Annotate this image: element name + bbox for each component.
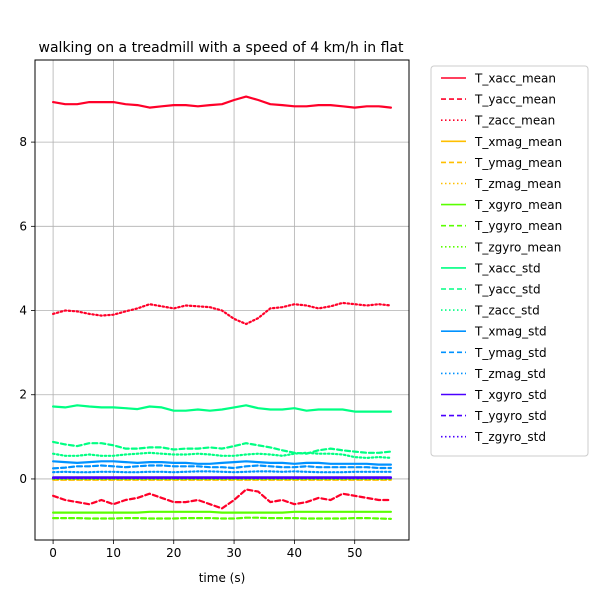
series-line-t-ymag-std	[51, 464, 392, 470]
x-tick-label: 30	[226, 546, 241, 560]
x-axis: 0 10 20 30 40 50	[49, 540, 362, 560]
legend-item-t-ymag-mean: T_ymag_mean	[441, 156, 562, 170]
legend-item-t-ymag-std: T_ymag_std	[441, 346, 547, 360]
y-tick-label: 0	[19, 472, 27, 486]
x-tick-label: 10	[106, 546, 121, 560]
y-tick-label: 6	[19, 219, 27, 233]
series-line-t-zacc-std	[51, 451, 392, 459]
legend-label: T_xmag_mean	[474, 135, 562, 149]
x-tick-label: 20	[166, 546, 181, 560]
legend-label: T_zmag_mean	[474, 177, 561, 191]
legend-label: T_ygyro_mean	[474, 219, 562, 233]
legend-label: T_yacc_mean	[474, 93, 556, 107]
legend-item-t-ygyro-std: T_ygyro_std	[441, 409, 547, 423]
legend-label: T_xgyro_mean	[474, 198, 562, 212]
legend-item-t-xgyro-mean: T_xgyro_mean	[441, 198, 562, 212]
legend-label: T_zacc_mean	[474, 114, 555, 128]
series-line-t-xgyro-mean	[51, 510, 392, 514]
legend-label: T_zmag_std	[474, 367, 546, 381]
chart-title: walking on a treadmill with a speed of 4…	[39, 40, 404, 56]
series-layer	[51, 95, 392, 521]
series-line-t-yacc-mean	[51, 488, 392, 510]
legend-label: T_zgyro_std	[474, 430, 546, 444]
series-line-t-xacc-std	[51, 404, 392, 413]
legend-label: T_xacc_std	[474, 261, 541, 275]
legend-item-t-zgyro-std: T_zgyro_std	[441, 430, 546, 444]
legend-item-t-xmag-mean: T_xmag_mean	[441, 135, 562, 149]
series-line-t-zmag-std	[51, 470, 392, 474]
legend-label: T_ymag_std	[474, 346, 547, 360]
legend-label: T_zgyro_mean	[474, 240, 561, 254]
y-tick-label: 2	[19, 388, 27, 402]
y-axis: 0 2 4 6 8	[19, 135, 35, 486]
legend-frame	[430, 65, 589, 457]
legend-label: T_xgyro_std	[474, 388, 547, 402]
legend-item-t-xacc-mean: T_xacc_mean	[441, 72, 556, 86]
legend-item-t-ygyro-mean: T_ygyro_mean	[441, 219, 562, 233]
series-line-t-ygyro-mean	[51, 516, 392, 521]
legend-item-t-yacc-mean: T_yacc_mean	[441, 93, 556, 107]
grid	[35, 60, 409, 540]
legend-item-t-zmag-mean: T_zmag_mean	[441, 177, 561, 191]
series-line-t-zacc-mean	[51, 301, 392, 326]
legend-label: T_ygyro_std	[474, 409, 547, 423]
legend-item-t-xacc-std: T_xacc_std	[441, 261, 541, 275]
series-line-t-yacc-std	[51, 440, 392, 455]
legend-item-t-zgyro-mean: T_zgyro_mean	[441, 240, 561, 254]
plot-frame	[34, 59, 410, 541]
x-tick-label: 0	[49, 546, 57, 560]
legend-item-t-xgyro-std: T_xgyro_std	[441, 388, 547, 402]
y-tick-label: 8	[19, 135, 27, 149]
legend-item-t-zacc-std: T_zacc_std	[441, 304, 540, 318]
legend-label: T_zacc_std	[474, 304, 540, 318]
legend-item-t-zacc-mean: T_zacc_mean	[441, 114, 555, 128]
legend: T_xacc_mean T_yacc_mean T_zacc_mean T_xmag_…	[430, 65, 589, 457]
x-tick-label: 40	[287, 546, 302, 560]
legend-item-t-xmag-std: T_xmag_std	[441, 325, 547, 339]
y-tick-label: 4	[19, 304, 27, 318]
x-tick-label: 50	[347, 546, 362, 560]
legend-label: T_yacc_std	[474, 283, 541, 297]
legend-item-t-yacc-std: T_yacc_std	[441, 283, 541, 297]
legend-label: T_xacc_mean	[474, 72, 556, 86]
legend-label: T_ymag_mean	[474, 156, 562, 170]
legend-item-t-zmag-std: T_zmag_std	[441, 367, 546, 381]
series-line-t-xacc-mean	[51, 95, 392, 109]
x-axis-title: time (s)	[199, 571, 246, 585]
series-line-t-xmag-std	[51, 460, 392, 466]
legend-label: T_xmag_std	[474, 325, 547, 339]
